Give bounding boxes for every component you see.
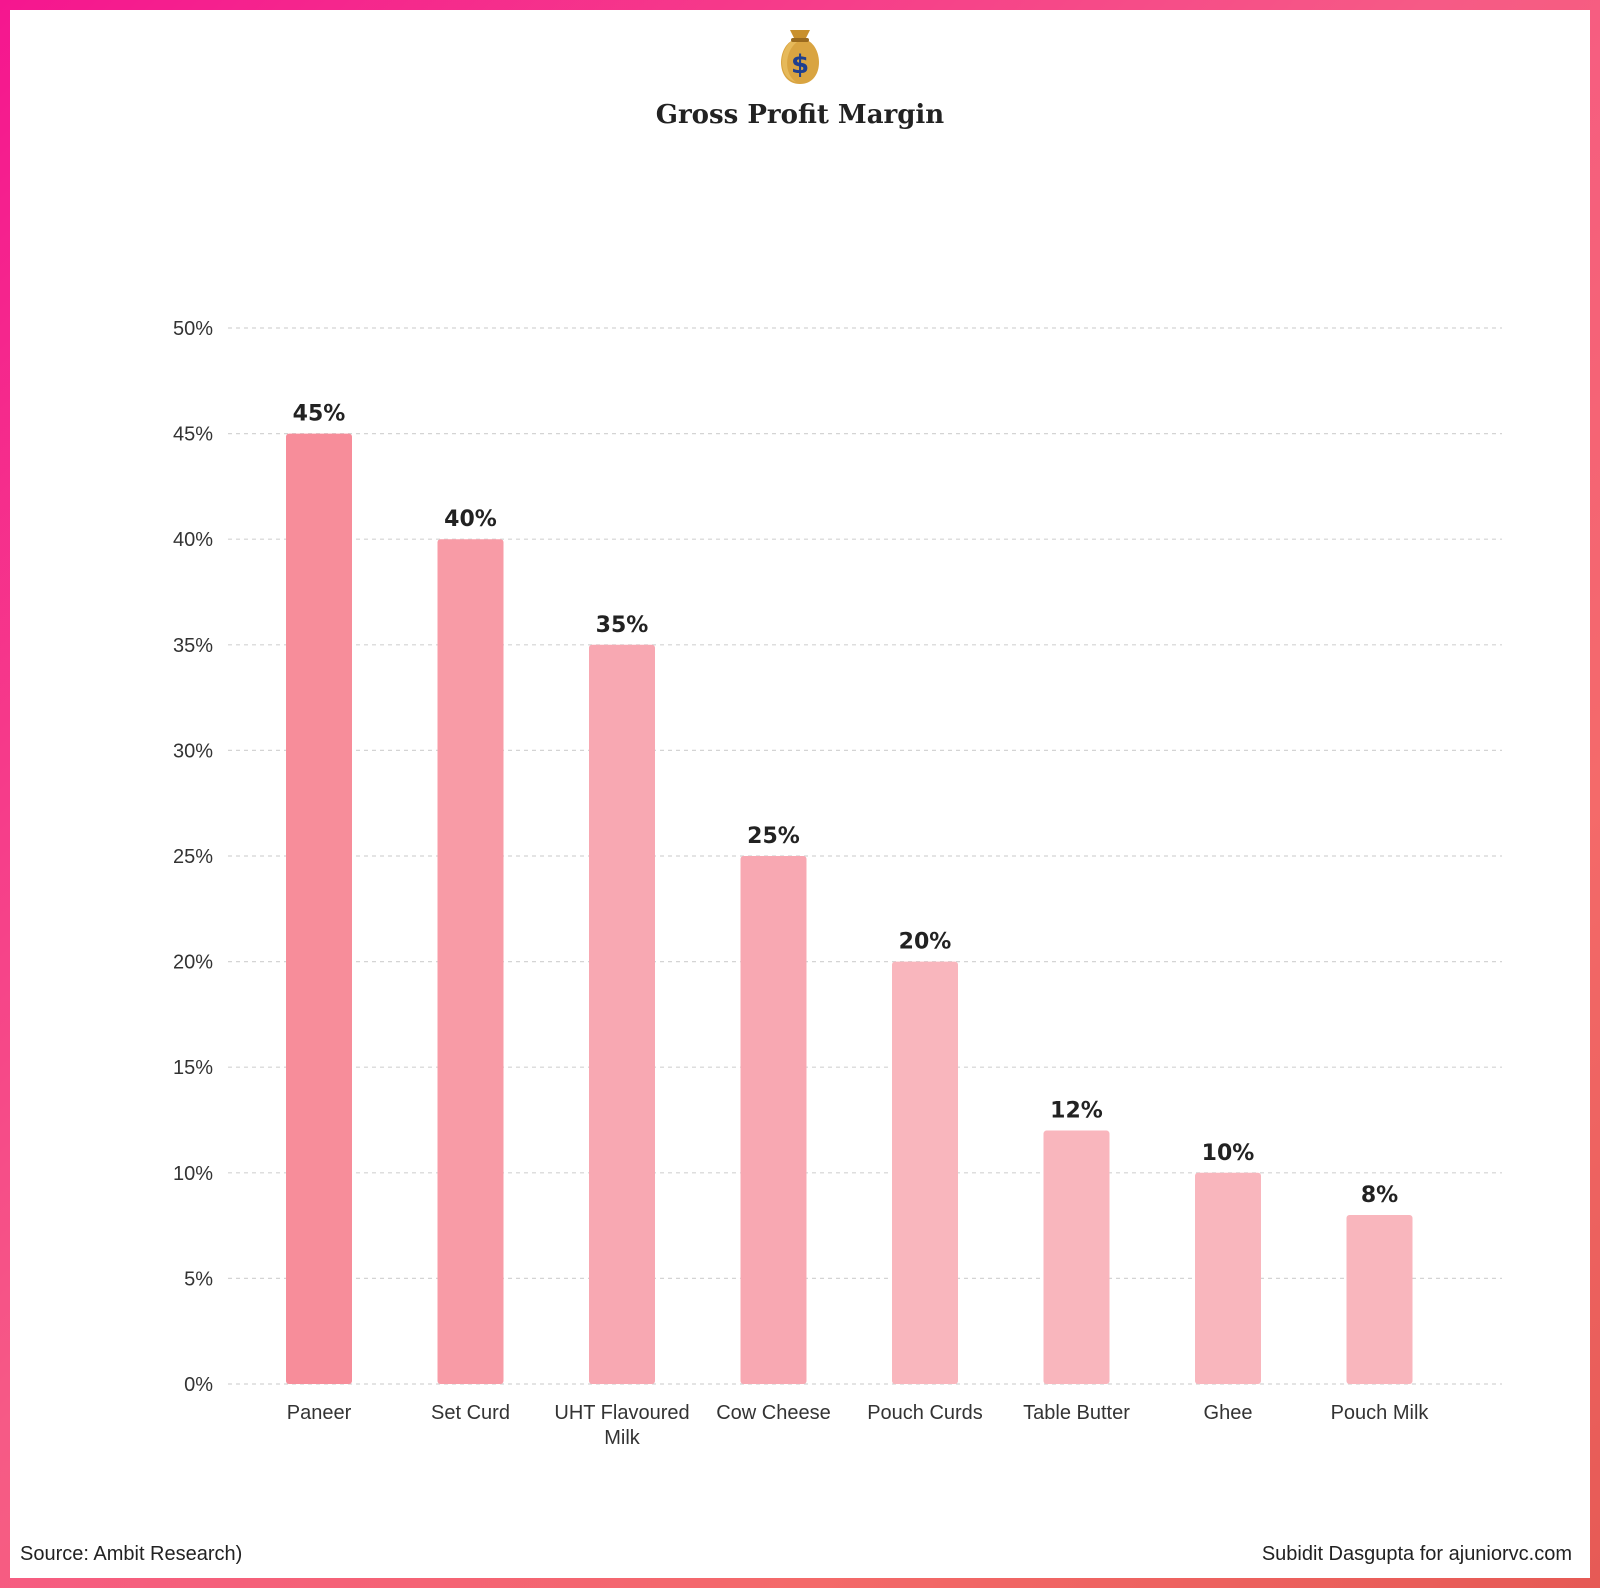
data-label: 35% (596, 613, 649, 638)
data-label: 20% (899, 930, 952, 955)
bar (1346, 1215, 1413, 1384)
y-tick-label: 10% (173, 1163, 213, 1185)
chart-title: Gross Profit Margin (655, 100, 945, 130)
bar (892, 961, 958, 1384)
y-tick-label: 5% (184, 1268, 213, 1290)
bar (437, 539, 504, 1384)
y-tick-label: 35% (173, 635, 213, 657)
bar (589, 644, 655, 1384)
credit-note: Subidit Dasgupta for ajuniorvc.com (1261, 1543, 1572, 1565)
x-tick-label: Table Butter (1023, 1402, 1130, 1424)
x-axis-ticks: Paneer Set Curd UHT Flavoured Milk Cow Chees… (287, 1402, 1430, 1449)
y-tick-label: 40% (173, 529, 213, 551)
svg-text:$: $ (791, 50, 809, 80)
value-labels: 45% 40% 35% 25% 20% 12% 10% 8% (293, 402, 1399, 1208)
data-label: 45% (293, 402, 346, 427)
data-label: 40% (444, 507, 497, 532)
bar (1043, 1130, 1110, 1384)
y-axis-ticks: 0% 5% 10% 15% 20% 25% 30% 35% 40% 45% 50% (173, 318, 213, 1396)
y-tick-label: 25% (173, 846, 213, 868)
y-tick-label: 15% (173, 1057, 213, 1079)
source-note: Source: Ambit Research) (20, 1543, 243, 1565)
data-label: 12% (1050, 1099, 1103, 1124)
data-label: 8% (1361, 1183, 1398, 1208)
grid-lines (228, 327, 1502, 1385)
x-tick-label: Set Curd (431, 1402, 510, 1424)
x-tick-label: Pouch Milk (1331, 1402, 1430, 1424)
x-tick-label: Cow Cheese (716, 1402, 831, 1424)
bars (286, 433, 1413, 1385)
money-bag-icon: $ (0, 26, 1600, 90)
data-label: 25% (747, 824, 800, 849)
x-tick-label: Pouch Curds (867, 1402, 983, 1424)
y-tick-label: 45% (173, 424, 213, 446)
x-tick-label: UHT Flavoured Milk (554, 1402, 689, 1449)
y-tick-label: 30% (173, 740, 213, 762)
y-tick-label: 0% (184, 1374, 213, 1396)
bar (1195, 1172, 1261, 1384)
bar (286, 433, 352, 1385)
bar (740, 856, 807, 1384)
data-label: 10% (1202, 1141, 1255, 1166)
y-tick-label: 50% (173, 318, 213, 340)
y-tick-label: 20% (173, 952, 213, 974)
x-tick-label: Ghee (1204, 1402, 1253, 1424)
x-tick-label: Paneer (287, 1402, 352, 1424)
